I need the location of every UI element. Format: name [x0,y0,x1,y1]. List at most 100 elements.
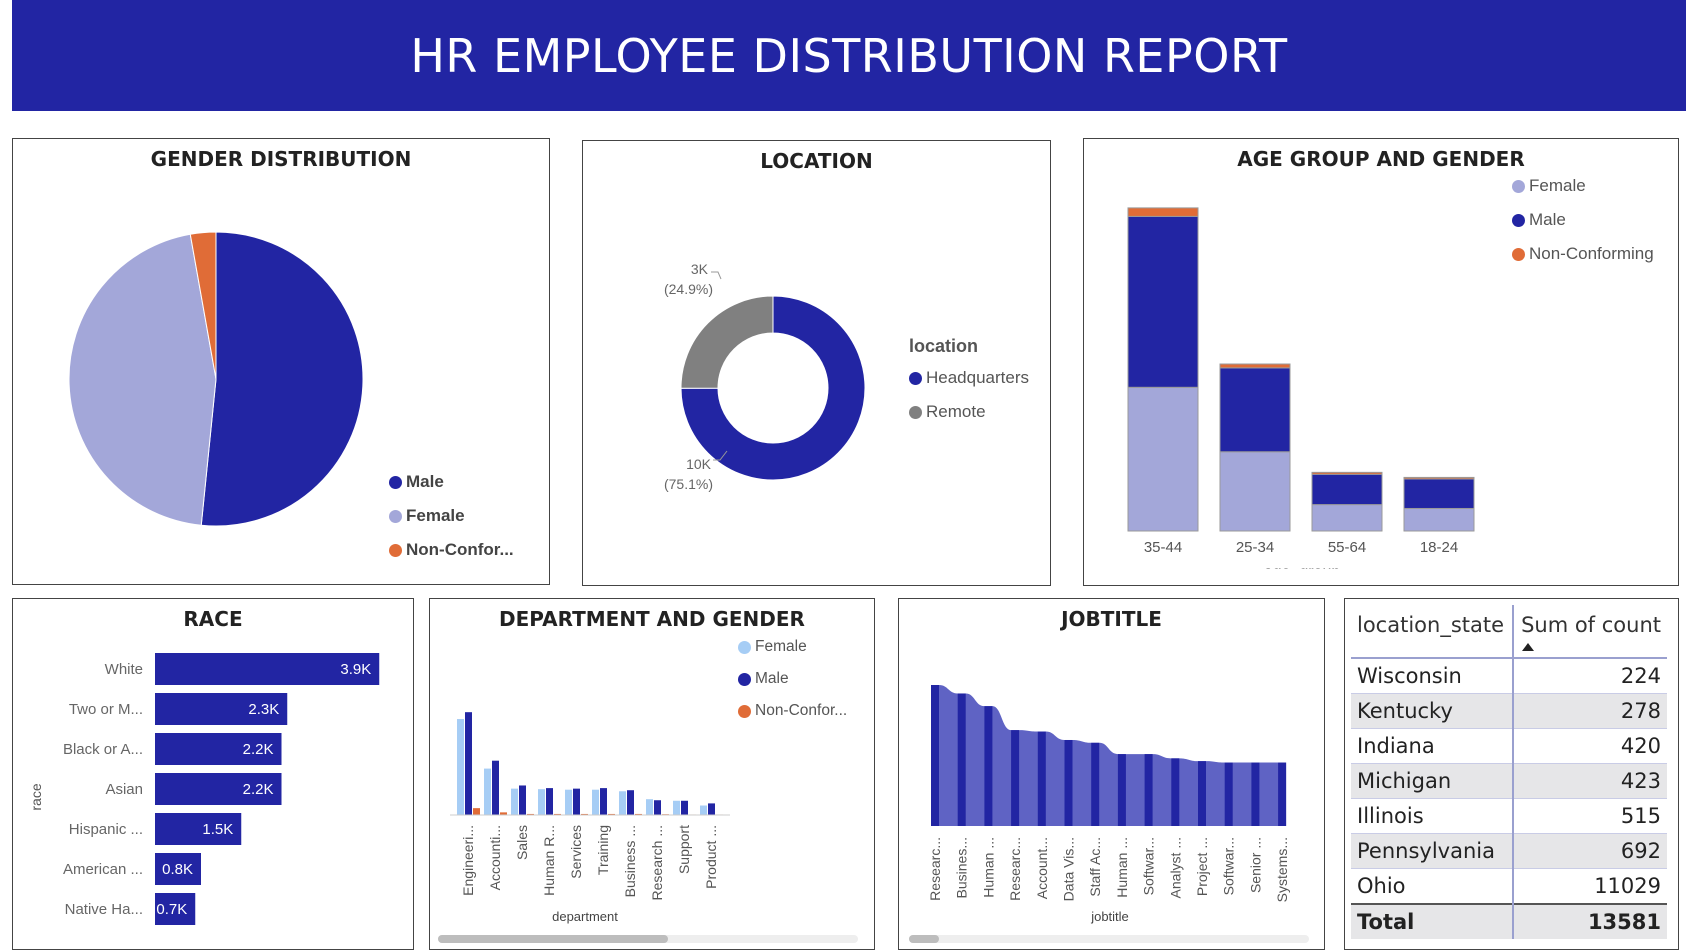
race-bar[interactable] [155,773,282,805]
dept-bar-female[interactable] [538,789,545,815]
dept-bar-male[interactable] [465,712,472,815]
dept-bar-female[interactable] [619,791,626,815]
bar-55-64-male[interactable] [1311,473,1383,506]
dept-bar-female[interactable] [484,768,491,815]
bar-18-24-nonconforming[interactable] [1403,476,1475,480]
dept-bar-nonconforming[interactable] [581,813,588,815]
legend-item-female[interactable]: Female [1512,169,1654,203]
table-row[interactable]: Pennsylvania 692 [1351,833,1667,869]
dept-bar-female[interactable] [592,789,599,815]
location-panel[interactable]: LOCATION 3K (24.9%) 10K (75.1%) location He… [582,140,1051,586]
dept-bar-female[interactable] [700,805,707,815]
dept-bar-male[interactable] [654,800,661,815]
race-panel[interactable]: RACE 3.9K White 2.3K Two or M... 2.2K Black o… [12,598,414,950]
dept-bar-male[interactable] [492,760,499,815]
table-row[interactable]: Indiana 420 [1351,728,1667,764]
race-bar[interactable] [155,853,201,885]
bar-18-24-female[interactable] [1403,507,1475,532]
dept-bar-nonconforming[interactable] [500,812,507,815]
dept-bar-female[interactable] [673,800,680,815]
gender-pie-chart[interactable] [33,169,433,569]
gender-distribution-panel[interactable]: GENDER DISTRIBUTION Male Female Non-Conf… [12,138,550,585]
dept-bar-female[interactable] [646,799,653,815]
bar-35-44-nonconforming[interactable] [1127,207,1199,217]
legend-item-female[interactable]: Female [738,631,847,663]
legend-item-male[interactable]: Male [1512,203,1654,237]
jobtitle-bar[interactable] [1224,762,1233,826]
legend-item-nonconforming[interactable]: Non-Confor... [389,533,514,567]
sort-ascending-icon[interactable] [1521,643,1534,651]
donut-slice-headquarters[interactable] [680,295,866,481]
jobtitle-bar[interactable] [931,685,939,826]
dept-bar-male[interactable] [627,790,634,815]
dept-bar-female[interactable] [457,719,464,815]
bar-55-64-female[interactable] [1311,504,1383,532]
jobtitle-bar[interactable] [957,693,966,826]
department-scrollbar[interactable] [438,935,858,943]
race-bar[interactable] [155,893,196,925]
bar-55-64-nonconforming[interactable] [1311,471,1383,475]
dept-bar-nonconforming[interactable] [608,813,615,815]
race-bar[interactable] [155,693,288,725]
location-donut-chart[interactable]: 3K (24.9%) 10K (75.1%) [603,241,903,561]
legend-item-nonconforming[interactable]: Non-Conforming [1512,237,1654,271]
pie-slice-female[interactable] [68,233,217,526]
dept-bar-male[interactable] [708,803,715,815]
donut-slice-remote[interactable] [680,295,774,389]
legend-item-male[interactable]: Male [389,465,514,499]
bar-25-34-male[interactable] [1219,367,1291,453]
dept-bar-nonconforming[interactable] [554,813,561,815]
bar-35-44-male[interactable] [1127,215,1199,388]
jobtitle-bar[interactable] [1037,731,1046,826]
jobtitle-bar[interactable] [1251,762,1260,826]
table-row[interactable]: Wisconsin 224 [1351,658,1667,694]
race-bar-chart[interactable]: 3.9K White 2.3K Two or M... 2.2K Black or A..… [13,599,413,939]
dept-bar-male[interactable] [546,788,553,815]
bar-18-24-male[interactable] [1403,478,1475,509]
jobtitle-bar[interactable] [1144,754,1153,826]
legend-item-headquarters[interactable]: Headquarters [909,361,1029,395]
age-group-panel[interactable]: AGE GROUP AND GENDER 35-44 25-34 55-64 18-2… [1083,138,1679,586]
dept-bar-nonconforming[interactable] [473,808,480,815]
header-sum-of-count[interactable]: Sum of count [1511,605,1667,659]
bar-25-34-female[interactable] [1219,451,1291,532]
pie-slice-nonconforming[interactable] [189,231,217,380]
dept-bar-male[interactable] [519,785,526,815]
dept-bar-female[interactable] [511,788,518,815]
race-bar[interactable] [155,813,242,845]
department-scrollbar-thumb[interactable] [438,935,668,943]
pie-slice-male[interactable] [200,231,364,527]
jobtitle-bar[interactable] [984,706,993,826]
jobtitle-scrollbar-thumb[interactable] [909,935,939,943]
dept-bar-nonconforming[interactable] [527,813,534,815]
race-bar[interactable] [155,733,282,765]
department-bar-chart[interactable]: Engineeri... Accounti... Sales Human R... Se… [430,599,730,939]
jobtitle-panel[interactable]: JOBTITLE Researc... Busines... Human ... Re… [898,598,1325,950]
jobtitle-bar[interactable] [1011,730,1020,826]
jobtitle-bar[interactable] [1278,762,1287,826]
table-row[interactable]: Kentucky 278 [1351,693,1667,729]
dept-bar-male[interactable] [681,800,688,815]
legend-item-remote[interactable]: Remote [909,395,1029,429]
bar-35-44-female[interactable] [1127,386,1199,532]
dept-bar-female[interactable] [565,789,572,815]
table-row[interactable]: Illinois 515 [1351,798,1667,834]
header-location-state[interactable]: location_state [1351,605,1513,659]
jobtitle-ribbon-chart[interactable]: Researc... Busines... Human ... Researc... A… [899,599,1319,939]
race-bar[interactable] [155,653,380,685]
dept-bar-nonconforming[interactable] [635,813,642,815]
jobtitle-bar[interactable] [1117,754,1126,826]
jobtitle-scrollbar[interactable] [909,935,1309,943]
table-row[interactable]: Ohio 11029 [1351,868,1667,905]
legend-item-female[interactable]: Female [389,499,514,533]
dept-bar-male[interactable] [573,788,580,815]
legend-item-nonconforming[interactable]: Non-Confor... [738,695,847,727]
jobtitle-bar[interactable] [1064,739,1073,826]
legend-item-male[interactable]: Male [738,663,847,695]
jobtitle-bar[interactable] [1171,758,1180,826]
jobtitle-bar[interactable] [1198,761,1206,826]
bar-25-34-nonconforming[interactable] [1219,363,1291,369]
jobtitle-bar[interactable] [1091,742,1100,826]
age-stacked-bar-chart[interactable]: 35-44 25-34 55-64 18-24 age_group [1084,139,1484,569]
table-row[interactable]: Michigan 423 [1351,763,1667,799]
